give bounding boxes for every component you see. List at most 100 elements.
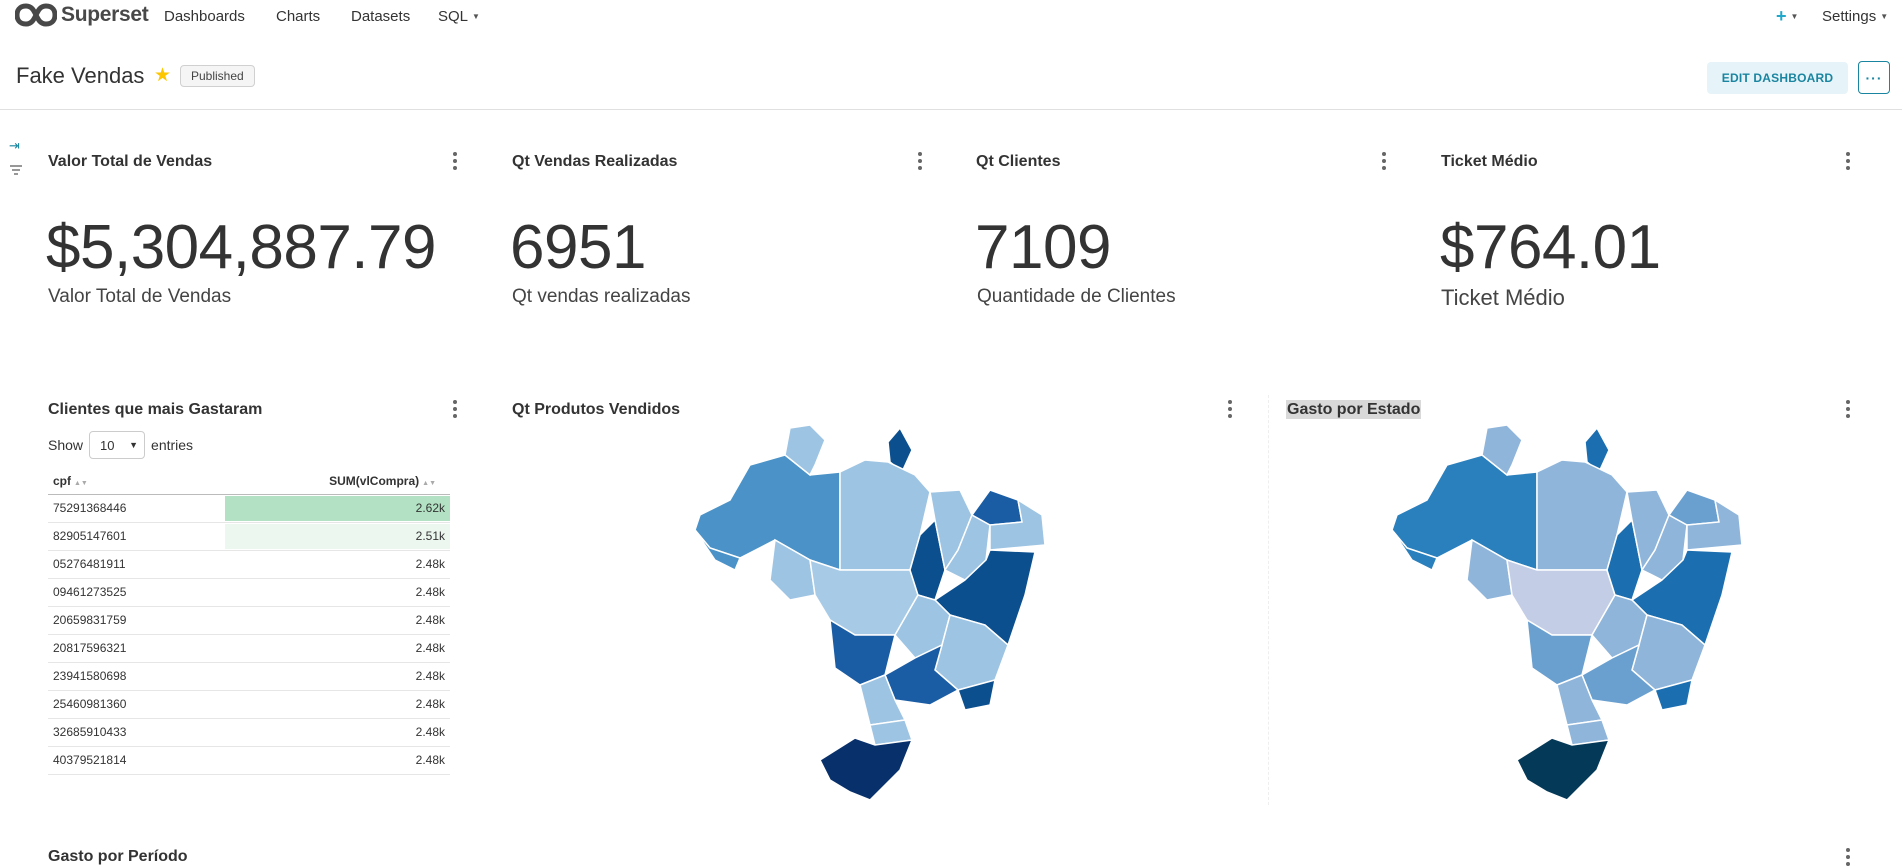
value-cell: 2.48k (225, 746, 450, 775)
state-region-roraima[interactable] (1481, 424, 1523, 477)
filter-lines-icon (10, 165, 22, 175)
kpi-value-avg-ticket: $764.01 (1440, 213, 1661, 282)
state-region-sp[interactable] (884, 643, 960, 706)
table-row[interactable]: 40379521814 2.48k (48, 746, 450, 775)
choropleth-map (694, 424, 1046, 801)
state-region-acre[interactable] (1391, 529, 1439, 572)
state-region-rs[interactable] (1516, 737, 1611, 801)
chart-menu-icon[interactable] (453, 152, 457, 170)
cpf-cell: 40379521814 (48, 746, 225, 775)
dashboard-title[interactable]: Fake Vendas (16, 63, 145, 88)
chart-menu-icon[interactable] (1228, 400, 1232, 418)
chart-menu-icon[interactable] (1846, 152, 1850, 170)
value-cell: 2.48k (225, 634, 450, 663)
value-text: 2.48k (415, 725, 445, 739)
state-region-rs[interactable] (819, 737, 914, 801)
chart-menu-icon[interactable] (1846, 848, 1850, 866)
chart-menu-icon[interactable] (1846, 400, 1850, 418)
value-text: 2.48k (415, 557, 445, 571)
page-size-select[interactable]: 10 ▼ (89, 431, 146, 459)
chevron-down-icon: ▼ (472, 12, 480, 21)
entries-label: entries (151, 437, 194, 453)
nav-dashboards[interactable]: Dashboards (164, 8, 245, 25)
column-header-cpf[interactable]: cpf ▲▼ (48, 468, 225, 495)
map-chart-title: Gasto por Estado (1286, 400, 1422, 419)
value-text: 2.51k (415, 529, 445, 543)
cpf-cell: 09461273525 (48, 578, 225, 607)
state-region-rj-es[interactable] (957, 678, 996, 711)
table-row[interactable]: 82905147601 2.51k (48, 522, 450, 551)
column-header-label: SUM(vlCompra) (329, 473, 420, 488)
sort-icon: ▲▼ (74, 479, 88, 487)
state-region-ceara[interactable] (1667, 489, 1720, 526)
state-region-rj-es[interactable] (1654, 678, 1693, 711)
superset-logo[interactable]: Superset (15, 2, 149, 28)
value-cell: 2.48k (225, 606, 450, 635)
chart-menu-icon[interactable] (918, 152, 922, 170)
chart-menu-icon[interactable] (1382, 152, 1386, 170)
nav-settings-label: Settings (1822, 8, 1877, 25)
table-row[interactable]: 23941580698 2.48k (48, 662, 450, 691)
value-text: 2.48k (415, 613, 445, 627)
state-region-parana[interactable] (859, 674, 907, 726)
kpi-subtitle-avg-ticket: Ticket Médio (1441, 285, 1565, 310)
more-options-button[interactable]: ··· (1858, 61, 1890, 94)
value-cell: 2.48k (225, 578, 450, 607)
table-row[interactable]: 20659831759 2.48k (48, 606, 450, 635)
kpi-value-total-sales: $5,304,887.79 (46, 213, 437, 282)
kpi-subtitle-total-sales: Valor Total de Vendas (48, 286, 232, 307)
state-region-amapa[interactable] (887, 426, 913, 474)
table-row[interactable]: 75291368446 2.62k (48, 494, 450, 523)
chart-menu-icon[interactable] (453, 400, 457, 418)
brazil-map-states[interactable] (1387, 420, 1767, 810)
value-bar (225, 495, 450, 521)
table-row[interactable]: 09461273525 2.48k (48, 578, 450, 607)
value-cell: 2.48k (225, 718, 450, 747)
filter-icon[interactable] (9, 164, 23, 179)
sort-icon: ▲▼ (422, 479, 436, 487)
cpf-cell: 05276481911 (48, 550, 225, 579)
column-header-sum[interactable]: SUM(vlCompra) ▲▼ (225, 468, 450, 495)
nav-sql-label: SQL (438, 8, 469, 25)
page-size-control: Show 10 ▼ entries (48, 431, 193, 459)
cpf-cell: 25460981360 (48, 690, 225, 719)
expand-filters-icon[interactable]: ⇥ (9, 138, 20, 153)
cpf-cell: 20659831759 (48, 606, 225, 635)
state-region-roraima[interactable] (784, 424, 826, 477)
value-bar (225, 523, 450, 549)
state-region-acre[interactable] (694, 529, 742, 572)
dashboard-header: Fake Vendas ★ Published EDIT DASHBOARD ·… (0, 50, 1902, 110)
state-region-rondonia[interactable] (1466, 538, 1513, 601)
value-text: 2.62k (415, 501, 445, 515)
cpf-cell: 82905147601 (48, 522, 225, 551)
kpi-title-total-sales: Valor Total de Vendas (48, 153, 213, 170)
table-row[interactable]: 25460981360 2.48k (48, 690, 450, 719)
edit-dashboard-button[interactable]: EDIT DASHBOARD (1707, 62, 1848, 94)
plus-icon: + (1776, 6, 1787, 26)
state-region-rondonia[interactable] (769, 538, 816, 601)
table-row[interactable]: 32685910433 2.48k (48, 718, 450, 747)
nav-charts[interactable]: Charts (276, 8, 321, 25)
state-region-ceara[interactable] (970, 489, 1023, 526)
brazil-map-products[interactable] (690, 420, 1070, 810)
favorite-star-icon[interactable]: ★ (154, 65, 172, 86)
cpf-cell: 20817596321 (48, 634, 225, 663)
state-region-amapa[interactable] (1584, 426, 1610, 474)
cpf-cell: 75291368446 (48, 494, 225, 523)
chevron-down-icon: ▼ (1880, 12, 1889, 21)
nav-settings[interactable]: Settings ▼ (1822, 8, 1888, 25)
map-title-highlight: Gasto por Estado (1286, 400, 1422, 419)
state-region-sp[interactable] (1581, 643, 1657, 706)
map-chart-title: Qt Produtos Vendidos (512, 401, 681, 418)
state-region-parana[interactable] (1556, 674, 1604, 726)
add-new-menu[interactable]: + ▼ (1776, 6, 1798, 27)
value-cell: 2.62k (225, 494, 450, 523)
choropleth-map (1391, 424, 1743, 801)
cpf-cell: 23941580698 (48, 662, 225, 691)
table-row[interactable]: 05276481911 2.48k (48, 550, 450, 579)
nav-datasets[interactable]: Datasets (351, 8, 411, 25)
table-row[interactable]: 20817596321 2.48k (48, 634, 450, 663)
published-badge[interactable]: Published (180, 65, 255, 87)
value-text: 2.48k (415, 697, 445, 711)
nav-sql[interactable]: SQL ▼ (438, 8, 480, 25)
